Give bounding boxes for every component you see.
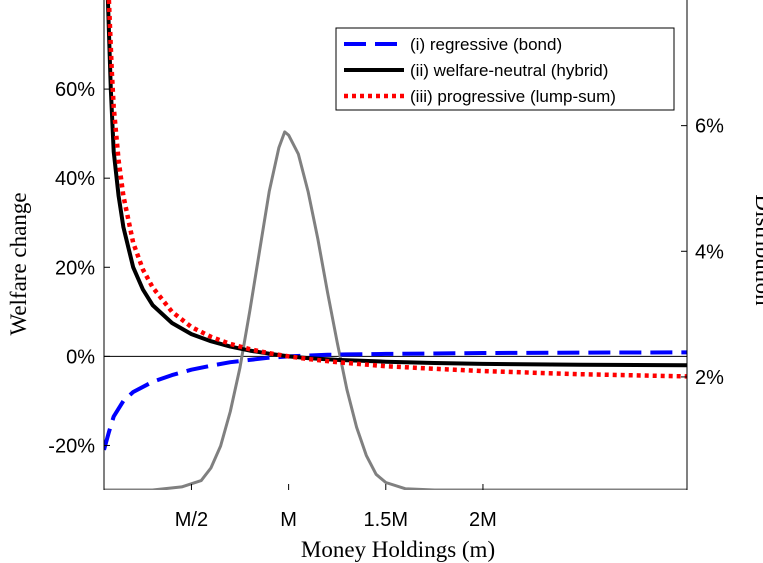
series-distribution — [104, 130, 687, 490]
series-welfare-neutral-hybrid — [105, 0, 687, 368]
series-layer — [104, 0, 687, 490]
y-tick-label-left: 0% — [66, 346, 95, 368]
legend: (i) regressive (bond) (ii) welfare-neutr… — [335, 27, 675, 111]
y-tick-label-left: 40% — [55, 168, 95, 190]
legend-label-welfare-neutral: (ii) welfare-neutral (hybrid) — [410, 61, 608, 80]
x-axis-title: Money Holdings (m) — [301, 537, 495, 562]
x-tick-label: M/2 — [175, 509, 208, 531]
plot-frame — [103, 0, 688, 490]
y-tick-label-left: 20% — [55, 257, 95, 279]
y-tick-label-left: -20% — [48, 435, 95, 457]
tick-layer: M/2 M 1.5M 2M -20% 0% 20% 40% 60% 2% 4% 6% — [48, 79, 724, 531]
y-tick-label-right: 4% — [695, 241, 724, 263]
y-tick-label-right: 2% — [695, 367, 724, 389]
legend-label-regressive: (i) regressive (bond) — [410, 35, 562, 54]
x-tick-label: 2M — [469, 509, 497, 531]
x-tick-label: M — [280, 509, 297, 531]
y-axis-title-left: Welfare change — [6, 192, 31, 335]
y-axis-title-right: Distribution — [751, 194, 763, 306]
series-regressive-bond — [104, 350, 687, 451]
y-tick-label-left: 60% — [55, 79, 95, 101]
legend-label-progressive: (iii) progressive (lump-sum) — [410, 87, 616, 106]
series-progressive-lump-sum — [106, 0, 687, 379]
y-tick-label-right: 6% — [695, 116, 724, 138]
x-tick-label: 1.5M — [364, 509, 408, 531]
